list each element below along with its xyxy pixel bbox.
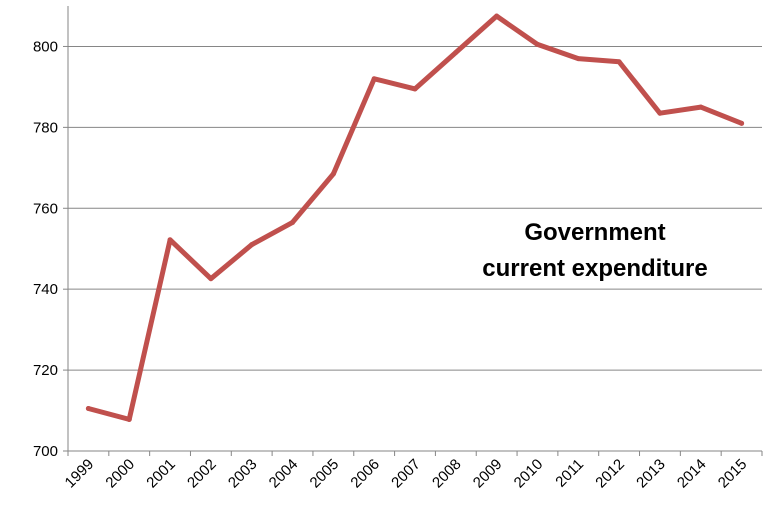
x-axis-ticks — [67, 451, 763, 456]
data-points — [85, 13, 745, 422]
x-tick-label: 2014 — [674, 456, 710, 492]
data-point-2009 — [494, 13, 500, 19]
data-point-2015 — [739, 120, 745, 126]
x-tick-label: 2004 — [266, 456, 302, 492]
data-point-2002 — [208, 276, 214, 282]
x-tick-label: 2003 — [225, 456, 261, 492]
data-point-2004 — [290, 219, 296, 225]
annotation-line-1: Government — [524, 219, 665, 246]
x-tick-label: 2008 — [429, 456, 465, 492]
gridlines — [63, 45, 762, 452]
data-point-2010 — [534, 41, 540, 47]
data-point-2006 — [371, 76, 377, 82]
data-point-2012 — [616, 59, 622, 65]
x-tick-label: 2009 — [470, 456, 506, 492]
y-tick-label: 780 — [33, 119, 58, 136]
data-point-2013 — [657, 110, 663, 116]
data-point-2007 — [412, 86, 418, 92]
x-tick-label: 2007 — [388, 456, 424, 492]
x-tick-label: 2010 — [511, 456, 547, 492]
x-tick-label: 2005 — [307, 456, 343, 492]
data-point-2001 — [167, 237, 173, 243]
x-tick-label: 2001 — [143, 456, 179, 492]
x-axis-tick-labels: 1999 2000 2001 2002 2003 2004 2005 2006 2007 2008… — [62, 456, 751, 492]
annotation-line-2: current expenditure — [482, 255, 707, 282]
data-point-2014 — [698, 104, 704, 110]
y-tick-label: 740 — [33, 281, 58, 298]
y-tick-label: 700 — [33, 443, 58, 460]
x-tick-label: 2015 — [715, 456, 751, 492]
data-point-1999 — [85, 406, 91, 412]
y-tick-label: 800 — [33, 38, 58, 55]
y-tick-label: 760 — [33, 200, 58, 217]
data-point-2000 — [126, 416, 132, 422]
series-line — [85, 13, 745, 422]
x-tick-label: 2012 — [592, 456, 628, 492]
y-tick-label: 720 — [33, 362, 58, 379]
y-axis-tick-labels: 700 720 740 760 780 800 — [33, 38, 58, 460]
data-point-2011 — [575, 56, 581, 62]
x-tick-label: 2011 — [552, 456, 587, 491]
x-tick-label: 2002 — [184, 456, 220, 492]
data-point-2003 — [249, 242, 255, 248]
x-tick-label: 2013 — [633, 456, 669, 492]
x-tick-label: 2006 — [347, 456, 383, 492]
x-tick-label: 1999 — [62, 456, 98, 492]
data-point-2008 — [453, 50, 459, 56]
data-point-2005 — [330, 171, 336, 177]
x-tick-label: 2000 — [102, 456, 138, 492]
